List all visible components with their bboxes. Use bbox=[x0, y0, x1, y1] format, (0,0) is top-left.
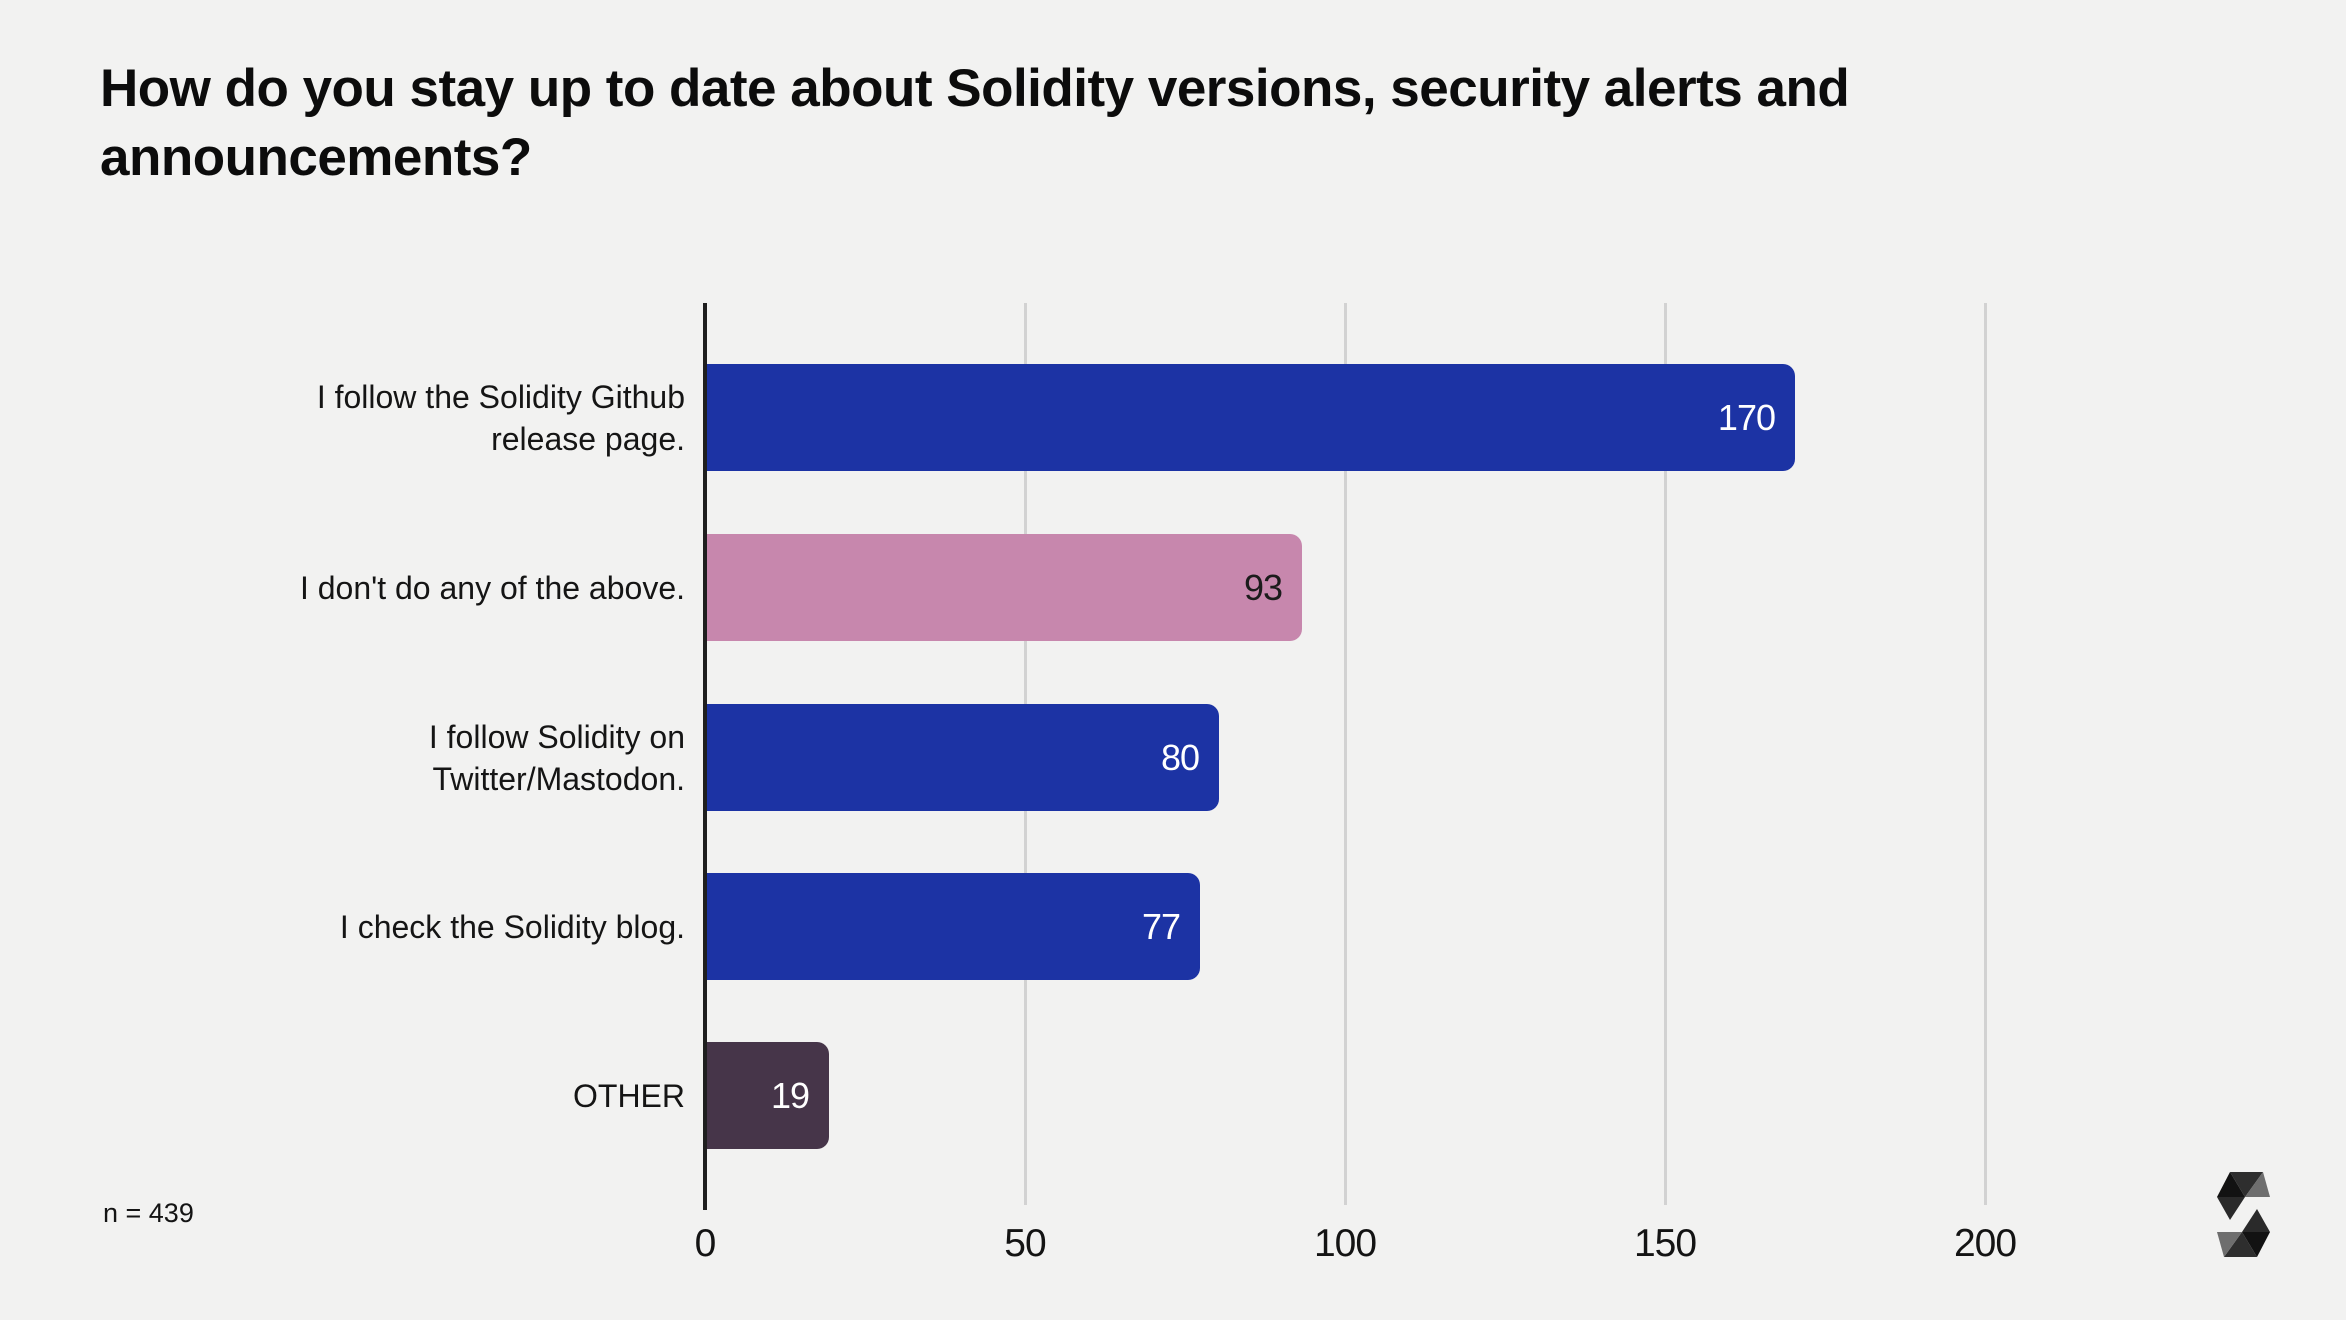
category-label: I follow the Solidity Github release pag… bbox=[316, 378, 685, 457]
gridline bbox=[1984, 303, 1987, 1205]
bar-value-label: 170 bbox=[1717, 396, 1776, 438]
gridline bbox=[1344, 303, 1347, 1205]
bar-value-label: 77 bbox=[1141, 905, 1181, 947]
bar-value-label: 80 bbox=[1160, 736, 1200, 778]
category-label: I check the Solidity blog. bbox=[339, 908, 685, 945]
bar: 80 bbox=[707, 704, 1219, 811]
x-tick-label: 0 bbox=[694, 1222, 717, 1265]
bar: 19 bbox=[707, 1042, 829, 1149]
sample-size-label: n = 439 bbox=[103, 1198, 194, 1228]
bar-value-label: 93 bbox=[1243, 566, 1283, 608]
x-tick-label: 50 bbox=[1004, 1222, 1046, 1265]
category-label: OTHER bbox=[573, 1077, 685, 1114]
bar-value-label: 19 bbox=[770, 1074, 810, 1116]
bar: 77 bbox=[707, 873, 1200, 980]
bar: 93 bbox=[707, 534, 1302, 641]
x-tick-label: 100 bbox=[1313, 1222, 1377, 1265]
category-label: I follow Solidity on Twitter/Mastodon. bbox=[428, 718, 685, 797]
solidity-logo-icon bbox=[2217, 1172, 2270, 1257]
category-label: I don't do any of the above. bbox=[299, 569, 685, 606]
bar: 170 bbox=[707, 364, 1795, 471]
chart-title: How do you stay up to date about Solidit… bbox=[100, 59, 1850, 187]
y-axis-line bbox=[703, 303, 707, 1210]
gridline bbox=[1664, 303, 1667, 1205]
x-tick-label: 200 bbox=[1953, 1222, 2017, 1265]
x-tick-label: 150 bbox=[1633, 1222, 1697, 1265]
